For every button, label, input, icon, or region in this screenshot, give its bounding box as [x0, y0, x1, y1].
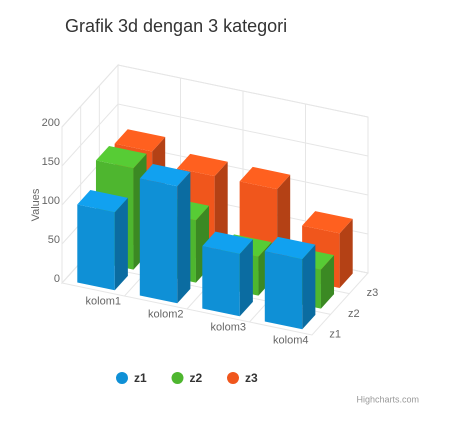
column-side	[339, 218, 353, 288]
x-tick-label: kolom3	[211, 321, 246, 333]
z-tick-label: z1	[329, 329, 341, 341]
column-top	[264, 236, 316, 260]
column	[202, 231, 253, 317]
column-top	[139, 164, 191, 187]
column-top	[177, 153, 228, 177]
column-front	[139, 178, 178, 304]
grid-line	[61, 103, 369, 167]
column-front	[264, 251, 303, 330]
column	[139, 164, 191, 304]
column	[77, 190, 128, 291]
column-side	[302, 244, 316, 330]
z-tick-label: z3	[367, 287, 379, 299]
legend-marker	[227, 372, 239, 384]
x-tick-label: kolom1	[86, 295, 121, 307]
column-top	[239, 166, 291, 190]
legend-label[interactable]: z1	[134, 371, 147, 385]
credits: Highcharts.com	[356, 394, 419, 404]
legend-label[interactable]: z2	[190, 371, 203, 385]
column-side	[114, 197, 128, 291]
column-top	[77, 190, 128, 213]
column-side	[320, 255, 335, 309]
column-top	[95, 145, 147, 169]
column	[264, 236, 316, 330]
column-side	[239, 239, 253, 317]
y-tick-label: 150	[42, 156, 60, 168]
x-tick-label: kolom2	[148, 308, 183, 320]
column-side	[177, 171, 191, 304]
column-front	[202, 246, 240, 317]
column-top	[302, 211, 353, 234]
y-tick-label: 100	[42, 195, 60, 207]
y-tick-label: 200	[42, 117, 60, 129]
y-axis-title: Values	[30, 188, 42, 221]
column-top	[202, 231, 253, 254]
z-tick-label: z2	[348, 308, 360, 320]
legend-marker	[171, 372, 184, 384]
x-tick-label: kolom4	[273, 334, 308, 346]
legend-label[interactable]: z3	[245, 371, 258, 385]
chart-title: Grafik 3d dengan 3 kategori	[65, 16, 287, 36]
y-tick-label: 50	[48, 234, 60, 246]
grid-line	[61, 64, 369, 128]
column-front	[77, 204, 115, 291]
legend-marker	[116, 372, 128, 384]
y-tick-label: 0	[54, 273, 60, 285]
column-top	[114, 129, 166, 152]
